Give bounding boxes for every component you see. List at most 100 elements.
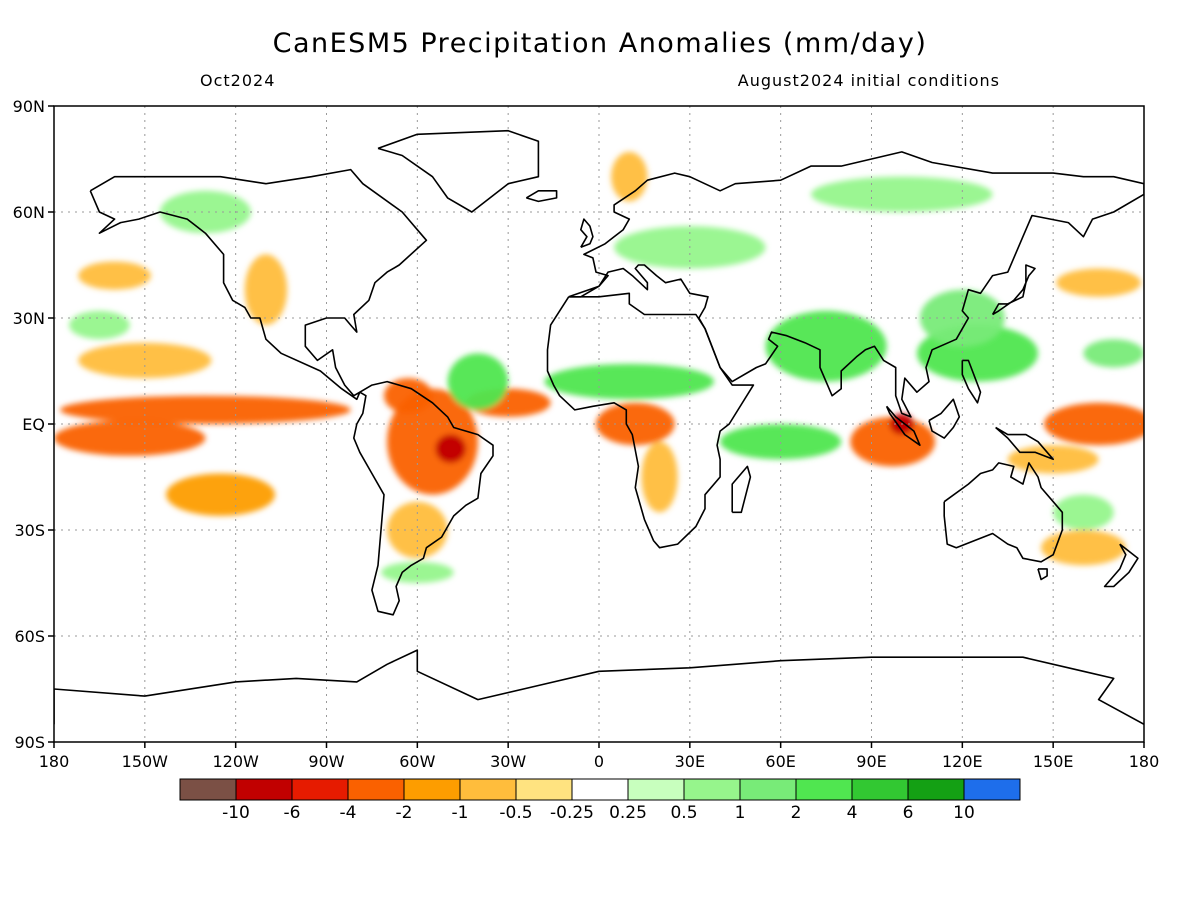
anomaly-region [387, 388, 478, 495]
colorbar-swatch [683, 778, 741, 801]
colorbar-label: -0.5 [499, 803, 532, 823]
colorbar-swatch [739, 778, 797, 801]
coastline [991, 264, 1036, 316]
anomaly-region [381, 561, 454, 584]
lat-tick-label: 90S [14, 733, 45, 752]
lon-tick-label: 60W [399, 752, 435, 771]
coastline [943, 462, 1064, 563]
colorbar-swatch [291, 778, 349, 801]
anomaly-region [1041, 530, 1126, 566]
coastline [525, 190, 558, 203]
coastline [928, 398, 961, 439]
anomaly-region [78, 342, 212, 379]
map-title: CanESM5 Precipitation Anomalies (mm/day) [272, 28, 928, 59]
colorbar-label: -6 [284, 803, 301, 823]
lat-tick-label: 30N [13, 309, 45, 328]
lon-tick-label: 120E [942, 752, 983, 771]
initial-conditions-label: August2024 initial conditions [737, 71, 1000, 90]
coastline [89, 168, 428, 401]
anomaly-region [60, 395, 351, 424]
lat-tick-label: 60N [13, 203, 45, 222]
coastline [961, 359, 982, 404]
graticule [54, 106, 1144, 742]
coastline [995, 426, 1054, 461]
coastlines [54, 129, 1144, 726]
latitude-ticks: 90N 60N 30N EQ 30S 60S 90S [13, 97, 54, 752]
anomaly-region [1083, 339, 1144, 368]
lon-tick-label: 180 [39, 752, 70, 771]
anomaly-fill-layer [54, 151, 1144, 584]
coastline [353, 380, 494, 616]
colorbar-label: 6 [903, 803, 914, 823]
colorbar-swatch [515, 778, 573, 801]
coastline [377, 129, 540, 213]
colorbar-label: 1 [735, 803, 746, 823]
anomaly-region [69, 310, 130, 340]
anomaly-region [384, 378, 433, 414]
lat-tick-label: EQ [22, 415, 45, 434]
colorbar-swatch [795, 778, 853, 801]
colorbar-swatch [963, 778, 1021, 801]
lat-tick-label: 30S [14, 521, 45, 540]
lon-tick-label: 150W [122, 752, 169, 771]
anomaly-region [244, 254, 288, 326]
coastline [731, 465, 752, 514]
colorbar-swatch [347, 778, 405, 801]
colorbar-label: 0.5 [670, 803, 697, 823]
colorbar-label: -0.25 [550, 803, 594, 823]
coastline [546, 292, 755, 549]
longitude-ticks: 180 150W 120W 90W 60W 30W 0 30E 60E 90E 120E 150E 18… [39, 742, 1160, 771]
colorbar-swatch [851, 778, 909, 801]
anomaly-region [78, 261, 151, 290]
anomaly-region [765, 310, 887, 382]
anomaly-region [159, 190, 251, 234]
colorbar-swatch [571, 778, 629, 801]
colorbar-label: -2 [396, 803, 413, 823]
anomaly-region [641, 441, 678, 513]
lat-tick-label: 60S [14, 627, 45, 646]
colorbar-swatch [459, 778, 517, 801]
colorbar-label: 4 [847, 803, 858, 823]
coastline [54, 649, 1144, 726]
lon-tick-label: 150E [1033, 752, 1074, 771]
lon-tick-label: 0 [594, 752, 604, 771]
colorbar-label: 2 [791, 803, 802, 823]
colorbar-swatch [179, 778, 237, 801]
coastline [885, 405, 921, 446]
colorbar-swatch [403, 778, 461, 801]
colorbar-swatch [235, 778, 293, 801]
anomaly-region [720, 424, 842, 460]
lon-tick-label: 90E [856, 752, 886, 771]
colorbar-label: -10 [222, 803, 250, 823]
lon-tick-label: 180 [1129, 752, 1160, 771]
lon-tick-label: 30E [675, 752, 705, 771]
valid-month-label: Oct2024 [200, 71, 276, 90]
colorbar-label: 10 [953, 803, 975, 823]
anomaly-region [447, 353, 509, 410]
anomaly-region [1053, 494, 1114, 530]
anomaly-region [54, 420, 206, 456]
anomaly-region [435, 434, 466, 463]
anomaly-region [810, 176, 993, 212]
lon-tick-label: 30W [490, 752, 526, 771]
colorbar-swatch [627, 778, 685, 801]
coastline [580, 218, 594, 249]
anomaly-region [387, 501, 448, 559]
coastline [1037, 568, 1048, 581]
lon-tick-label: 120W [212, 752, 259, 771]
coastline [1103, 543, 1139, 588]
colorbar-label: -4 [340, 803, 357, 823]
anomaly-region [1044, 402, 1144, 446]
lon-tick-label: 90W [308, 752, 344, 771]
colorbar-label: -1 [452, 803, 469, 823]
colorbar: -10 -6 -4 -2 -1 -0.5 -0.25 0.25 0.5 1 2 4 6 10 [179, 778, 1021, 823]
anomaly-region [166, 473, 276, 516]
anomaly-region [1056, 268, 1141, 297]
lon-tick-label: 60E [765, 752, 795, 771]
lat-tick-label: 90N [13, 97, 45, 116]
coastline [568, 151, 1144, 418]
colorbar-swatch [907, 778, 965, 801]
colorbar-label: 0.25 [609, 803, 647, 823]
anomaly-region [544, 363, 715, 400]
